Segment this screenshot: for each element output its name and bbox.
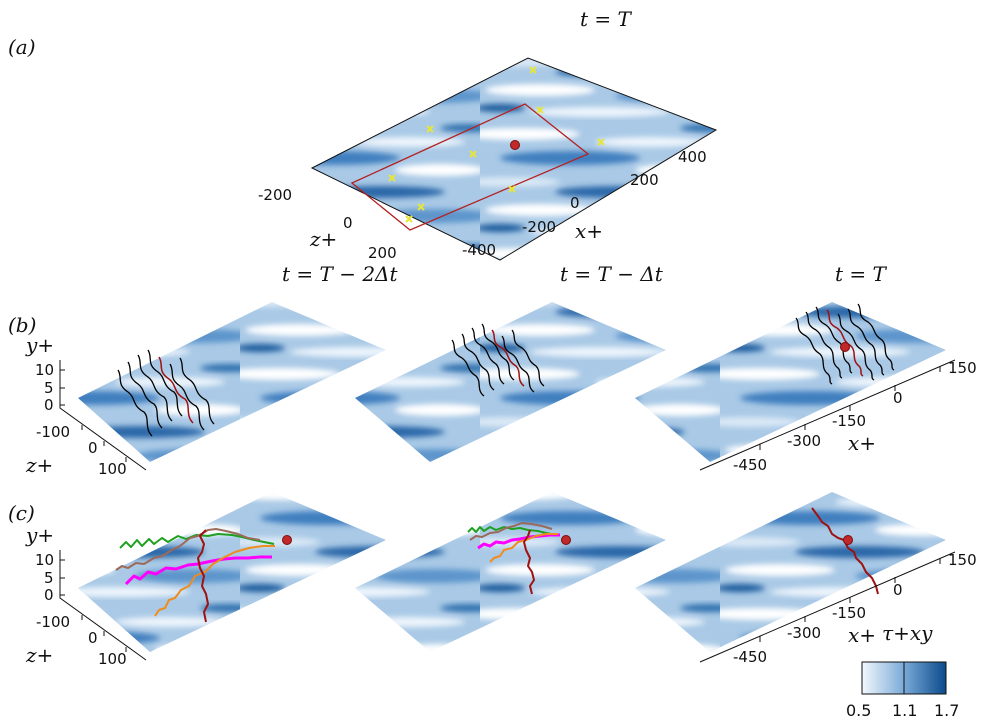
colorbar: τ+xy 0.5 1.1 1.7	[846, 621, 959, 720]
c-z-label: z+	[25, 643, 53, 667]
a-ztick-3: 200	[368, 244, 397, 262]
panel-b-plate-3	[635, 302, 946, 462]
a-xtick-4: -200	[522, 218, 556, 236]
panel-b-plate-2-lines	[451, 323, 545, 397]
b-xtick-5: -450	[733, 456, 767, 474]
a-xtick-2: 200	[630, 171, 659, 189]
b-ztick-2: 0	[88, 439, 98, 457]
panel-b-red-point	[840, 342, 850, 352]
b-ytick-10: 10	[35, 361, 54, 379]
b-ztick-1: -100	[36, 423, 70, 441]
panel-c-plate-2-trajectories	[467, 522, 560, 595]
panel-c-red-point-3	[843, 535, 853, 545]
panel-b-plate-3-lines	[795, 303, 895, 385]
panel-c-3d-axes	[59, 550, 147, 661]
c-xtick-3: -150	[832, 604, 866, 622]
panel-b-time-1: t = T − 2Δt	[282, 262, 398, 286]
panel-a-time: t = T	[580, 7, 633, 31]
a-ztick-2: 0	[343, 214, 353, 232]
panel-b-plate-2	[355, 302, 666, 462]
c-ytick-5: 5	[44, 569, 54, 587]
b-xtick-2: 0	[893, 389, 903, 407]
colorbar-tick-mid: 1.1	[892, 701, 917, 720]
panel-c-x-axis	[699, 551, 956, 663]
c-ztick-3: 100	[98, 650, 127, 668]
a-z-label: z+	[309, 227, 337, 251]
a-xtick-1: 400	[678, 148, 707, 166]
c-ztick-2: 0	[88, 629, 98, 647]
panel-c-label: (c)	[8, 501, 35, 525]
panel-b-label: (b)	[8, 313, 36, 337]
panel-b-plate-1-lines	[117, 349, 215, 437]
c-xtick-1: 150	[948, 551, 977, 569]
c-ytick-0: 0	[44, 586, 54, 604]
c-x-label: x+	[848, 623, 876, 647]
c-xtick-5: -450	[733, 648, 767, 666]
b-ztick-3: 100	[98, 460, 127, 478]
b-ytick-0: 0	[44, 396, 54, 414]
panel-a-yellow-markers	[388, 66, 605, 223]
a-x-label: x+	[575, 219, 603, 243]
b-xtick-1: 150	[948, 359, 977, 377]
a-xtick-5: -400	[462, 241, 496, 259]
c-xtick-2: 0	[893, 581, 903, 599]
panel-c-plate-3	[635, 492, 946, 652]
panel-a-red-point	[510, 140, 520, 150]
panel-c-red-point-1	[282, 535, 292, 545]
panel-b-3d-axes	[59, 360, 147, 471]
panel-a-label: (a)	[8, 35, 36, 59]
colorbar-tick-max: 1.7	[934, 701, 959, 720]
c-ztick-1: -100	[36, 613, 70, 631]
b-xtick-3: -150	[832, 412, 866, 430]
panel-b-plate-1	[78, 302, 386, 462]
panel-c-plate-2	[355, 492, 666, 652]
c-ytick-10: 10	[35, 551, 54, 569]
c-y-label: y+	[25, 523, 54, 547]
panel-c-plate-1	[78, 492, 386, 652]
panel-b-time-2: t = T − Δt	[560, 262, 664, 286]
b-ytick-5: 5	[44, 379, 54, 397]
panel-b-time-3: t = T	[835, 262, 888, 286]
panel-a-red-frame	[350, 103, 590, 231]
b-z-label: z+	[25, 453, 53, 477]
panel-b-x-axis	[699, 359, 956, 471]
a-xtick-3: 0	[570, 194, 580, 212]
colorbar-tick-min: 0.5	[846, 701, 871, 720]
panel-a-plate	[310, 57, 718, 261]
a-ztick-1: -200	[258, 186, 292, 204]
c-xtick-4: -300	[787, 624, 821, 642]
colorbar-label: τ+xy	[882, 621, 933, 645]
panel-c-plate-1-trajectories	[115, 528, 275, 623]
b-x-label: x+	[848, 431, 876, 455]
panel-c-red-point-2	[561, 535, 571, 545]
b-y-label: y+	[25, 333, 54, 357]
b-xtick-4: -300	[787, 432, 821, 450]
